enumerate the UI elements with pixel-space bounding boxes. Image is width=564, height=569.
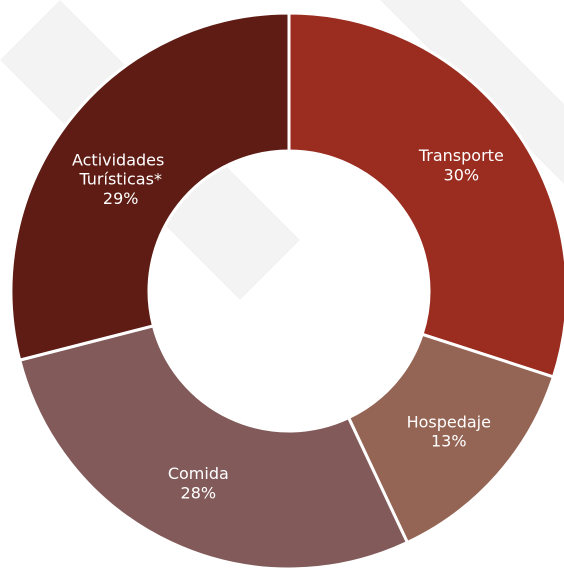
category-label: Comida — [168, 464, 229, 483]
slice-label: Comida 28% — [168, 464, 229, 502]
value-label: 29% — [103, 188, 139, 207]
category-label: Transporte — [418, 146, 504, 165]
category-label: Actividades Turísticas* — [72, 150, 169, 188]
slice-label: Hospedaje 13% — [407, 412, 491, 450]
donut-slice — [9, 11, 291, 362]
value-label: 28% — [181, 483, 217, 502]
donut-slice — [346, 332, 556, 545]
labels: Transporte 30% Hospedaje 13% Comida 28% Activi… — [72, 146, 504, 502]
donut-slice — [287, 11, 564, 379]
slice-label: Transporte 30% — [418, 146, 504, 184]
value-label: 13% — [431, 431, 467, 450]
slices — [9, 11, 564, 569]
category-label: Hospedaje — [407, 412, 491, 431]
value-label: 30% — [444, 165, 480, 184]
donut-slice — [17, 323, 410, 569]
slice-label: Actividades Turísticas* 29% — [72, 150, 169, 207]
